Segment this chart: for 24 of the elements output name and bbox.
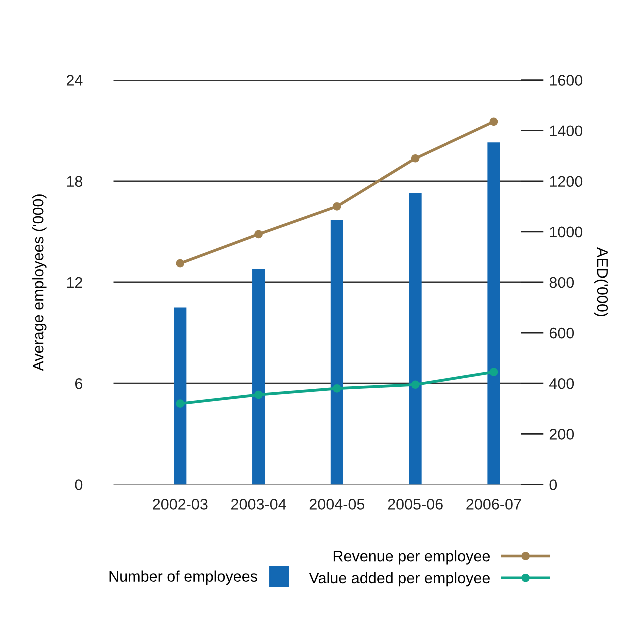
- y2-tick-label: 1600: [550, 75, 583, 86]
- y-tick-label: 12: [67, 277, 82, 288]
- legend-label: Value added per employee: [309, 572, 490, 587]
- legend-label: Revenue per employee: [334, 550, 490, 565]
- y-tick-label: 6: [75, 378, 83, 390]
- y2-tick-label: 1200: [550, 176, 583, 188]
- y-tick-label: 18: [67, 176, 83, 188]
- x-tick-label: 2005-06: [388, 499, 443, 510]
- y2-tick-label: 200: [550, 429, 574, 440]
- y-tick-label: 24: [66, 75, 83, 86]
- y2-tick-label: 1400: [550, 126, 583, 137]
- y2-axis-title: AED('000): [594, 248, 609, 317]
- y2-tick-label: 800: [550, 277, 574, 288]
- x-tick-label: 2003-04: [232, 499, 286, 510]
- y2-tick-label: 1000: [550, 226, 583, 238]
- y2-tick-label: 600: [550, 328, 574, 339]
- y-tick-label: 0: [75, 480, 83, 490]
- x-tick-label: 2002-03: [153, 499, 208, 510]
- y2-tick-label: 0: [550, 480, 558, 490]
- x-tick-label: 2004-05: [310, 499, 365, 510]
- x-tick-label: 2006-07: [466, 499, 522, 510]
- y-axis-title: Average employees ('000): [32, 194, 47, 372]
- y2-tick-label: 400: [550, 378, 574, 390]
- legend-label: Number of employees: [110, 570, 258, 586]
